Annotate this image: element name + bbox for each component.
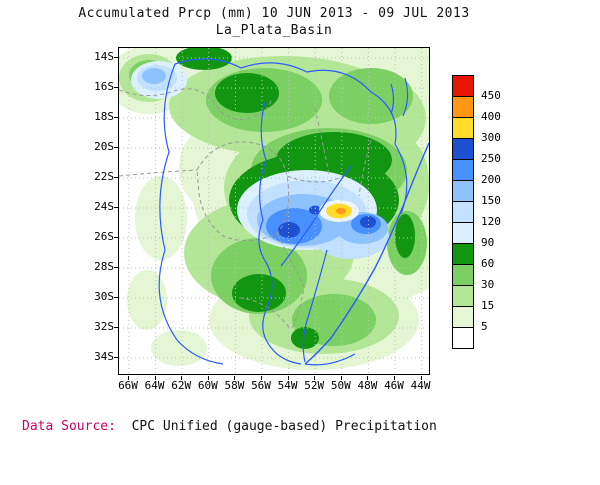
legend-band xyxy=(452,243,474,265)
lon-tick-mark xyxy=(314,376,316,380)
legend-band xyxy=(452,159,474,181)
legend-band xyxy=(452,180,474,202)
data-source-label: Data Source: xyxy=(22,419,116,434)
lon-tick-mark xyxy=(128,376,129,380)
estuary xyxy=(304,353,356,366)
coastline xyxy=(304,142,429,365)
lon-tick-label: 60W xyxy=(197,379,218,392)
page-subtitle: La_Plata_Basin xyxy=(215,23,333,38)
lon-tick-label: 56W xyxy=(251,379,271,392)
lon-tick-label: 62W xyxy=(171,379,192,392)
lon-tick-mark xyxy=(261,376,262,380)
legend-band xyxy=(452,117,474,139)
basin-outline xyxy=(174,58,408,215)
lat-tick-label: 30S xyxy=(94,290,114,303)
legend-tick-label: 15 xyxy=(481,299,495,312)
lon-tick-label: 64W xyxy=(144,379,165,392)
lon-tick-label: 50W xyxy=(330,379,351,392)
lon-tick-label: 66W xyxy=(118,379,138,392)
uruguay-river xyxy=(302,249,328,363)
legend-tick-label: 450 xyxy=(481,89,501,102)
lat-tick-label: 34S xyxy=(94,350,114,363)
lon-tick-mark xyxy=(181,376,183,380)
lat-tick-mark xyxy=(114,297,118,298)
lon-tick-label: 48W xyxy=(357,379,378,392)
legend-band xyxy=(452,306,474,328)
river-squiggle-2 xyxy=(402,77,409,117)
legend-tick-label: 90 xyxy=(481,236,495,249)
lat-tick-mark xyxy=(114,177,118,178)
rivers xyxy=(158,58,429,366)
lon-tick-label: 58W xyxy=(224,379,245,392)
lon-tick-mark xyxy=(367,376,369,380)
lat-tick-mark xyxy=(114,117,118,118)
upper-parana-river xyxy=(280,165,352,267)
legend-band xyxy=(452,264,474,286)
lat-tick-label: 18S xyxy=(94,110,114,123)
lon-tick-mark xyxy=(207,376,209,380)
lon-tick-mark xyxy=(394,376,395,380)
lat-tick-mark xyxy=(114,357,118,358)
legend-band xyxy=(452,138,474,160)
lat-tick-mark xyxy=(114,147,118,148)
legend-band xyxy=(452,327,474,349)
lat-tick-label: 16S xyxy=(94,80,114,93)
lat-tick-label: 14S xyxy=(94,50,114,63)
legend-tick-label: 120 xyxy=(481,215,501,228)
lon-tick-mark xyxy=(287,376,289,380)
legend-band xyxy=(452,75,474,97)
lat-tick-mark xyxy=(114,87,118,88)
legend-band xyxy=(452,96,474,118)
data-source-text: CPC Unified (gauge-based) Precipitation xyxy=(131,419,437,434)
legend-tick-label: 5 xyxy=(481,320,488,333)
lat-tick-label: 32S xyxy=(94,320,114,333)
lat-tick-label: 24S xyxy=(94,200,114,213)
legend-tick-label: 150 xyxy=(481,194,501,207)
legend-tick-label: 400 xyxy=(481,110,501,123)
map-plot-area xyxy=(118,47,430,375)
legend-band xyxy=(452,201,474,223)
lat-tick-label: 20S xyxy=(94,140,114,153)
lat-tick-mark xyxy=(114,237,118,238)
legend-tick-label: 200 xyxy=(481,173,501,186)
lon-tick-label: 52W xyxy=(304,379,325,392)
lon-tick-mark xyxy=(420,376,422,380)
legend-band xyxy=(452,222,474,244)
lon-tick-mark xyxy=(154,376,156,380)
legend-tick-label: 250 xyxy=(481,152,501,165)
data-source-footer: Data Source: CPC Unified (gauge-based) P… xyxy=(22,419,437,434)
legend-tick-label: 60 xyxy=(481,257,495,270)
page-title: Accumulated Prcp (mm) 10 JUN 2013 - 09 J… xyxy=(78,6,470,21)
precip-map-svg xyxy=(119,48,429,374)
paraguay-parana-river xyxy=(258,101,302,365)
lat-tick-mark xyxy=(114,57,118,58)
lon-tick-label: 54W xyxy=(277,379,298,392)
lat-tick-label: 26S xyxy=(94,230,114,243)
lon-tick-label: 44W xyxy=(410,379,431,392)
lat-tick-mark xyxy=(114,267,118,268)
basin-outline-west xyxy=(158,63,224,365)
river-squiggle-1 xyxy=(390,83,395,115)
legend-tick-label: 30 xyxy=(481,278,495,291)
legend-tick-label: 300 xyxy=(481,131,501,144)
lon-tick-mark xyxy=(234,376,236,380)
lon-tick-label: 46W xyxy=(384,379,404,392)
lon-tick-mark xyxy=(340,376,342,380)
lat-tick-mark xyxy=(114,327,118,328)
legend-band xyxy=(452,285,474,307)
lat-tick-label: 22S xyxy=(94,170,114,183)
lat-tick-mark xyxy=(114,207,118,208)
lat-tick-label: 28S xyxy=(94,260,114,273)
